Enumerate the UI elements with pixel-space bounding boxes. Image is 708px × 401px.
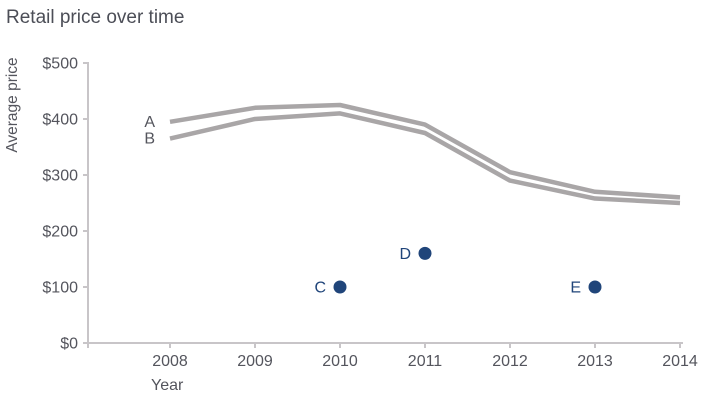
point-C xyxy=(333,280,347,294)
series-A-label: A xyxy=(144,114,155,131)
series-A-line xyxy=(169,102,681,200)
y-tick-label: $0 xyxy=(60,336,78,353)
chart-title: Retail price over time xyxy=(6,7,184,28)
x-axis-title: Year xyxy=(151,377,184,394)
x-tick-label: 2013 xyxy=(577,353,613,370)
series-lines: AB xyxy=(144,102,681,206)
y-axis-title: Average price xyxy=(4,57,21,152)
point-D xyxy=(418,246,432,260)
scatter-points: C D E xyxy=(314,246,602,297)
x-tick-label: 2012 xyxy=(492,353,528,370)
y-tick-label: $200 xyxy=(42,224,78,241)
x-ticks: 2008 2009 2010 2011 2012 2013 2014 xyxy=(152,343,698,370)
x-tick-label: 2014 xyxy=(662,353,698,370)
x-tick-label: 2010 xyxy=(322,353,358,370)
point-C-label: C xyxy=(314,280,326,297)
y-tick-label: $300 xyxy=(42,168,78,185)
point-E-label: E xyxy=(570,280,581,297)
series-B-line xyxy=(169,111,681,206)
x-tick-label: 2009 xyxy=(237,353,273,370)
point-E xyxy=(588,280,602,294)
y-tick-label: $400 xyxy=(42,112,78,129)
x-tick-label: 2008 xyxy=(152,353,188,370)
y-ticks: $0 $100 $200 $300 $400 $500 xyxy=(42,56,88,353)
x-tick-label: 2011 xyxy=(408,353,443,370)
series-B-label: B xyxy=(144,131,155,148)
y-tick-label: $100 xyxy=(42,280,78,297)
point-D-label: D xyxy=(399,246,411,263)
y-tick-label: $500 xyxy=(42,56,78,73)
